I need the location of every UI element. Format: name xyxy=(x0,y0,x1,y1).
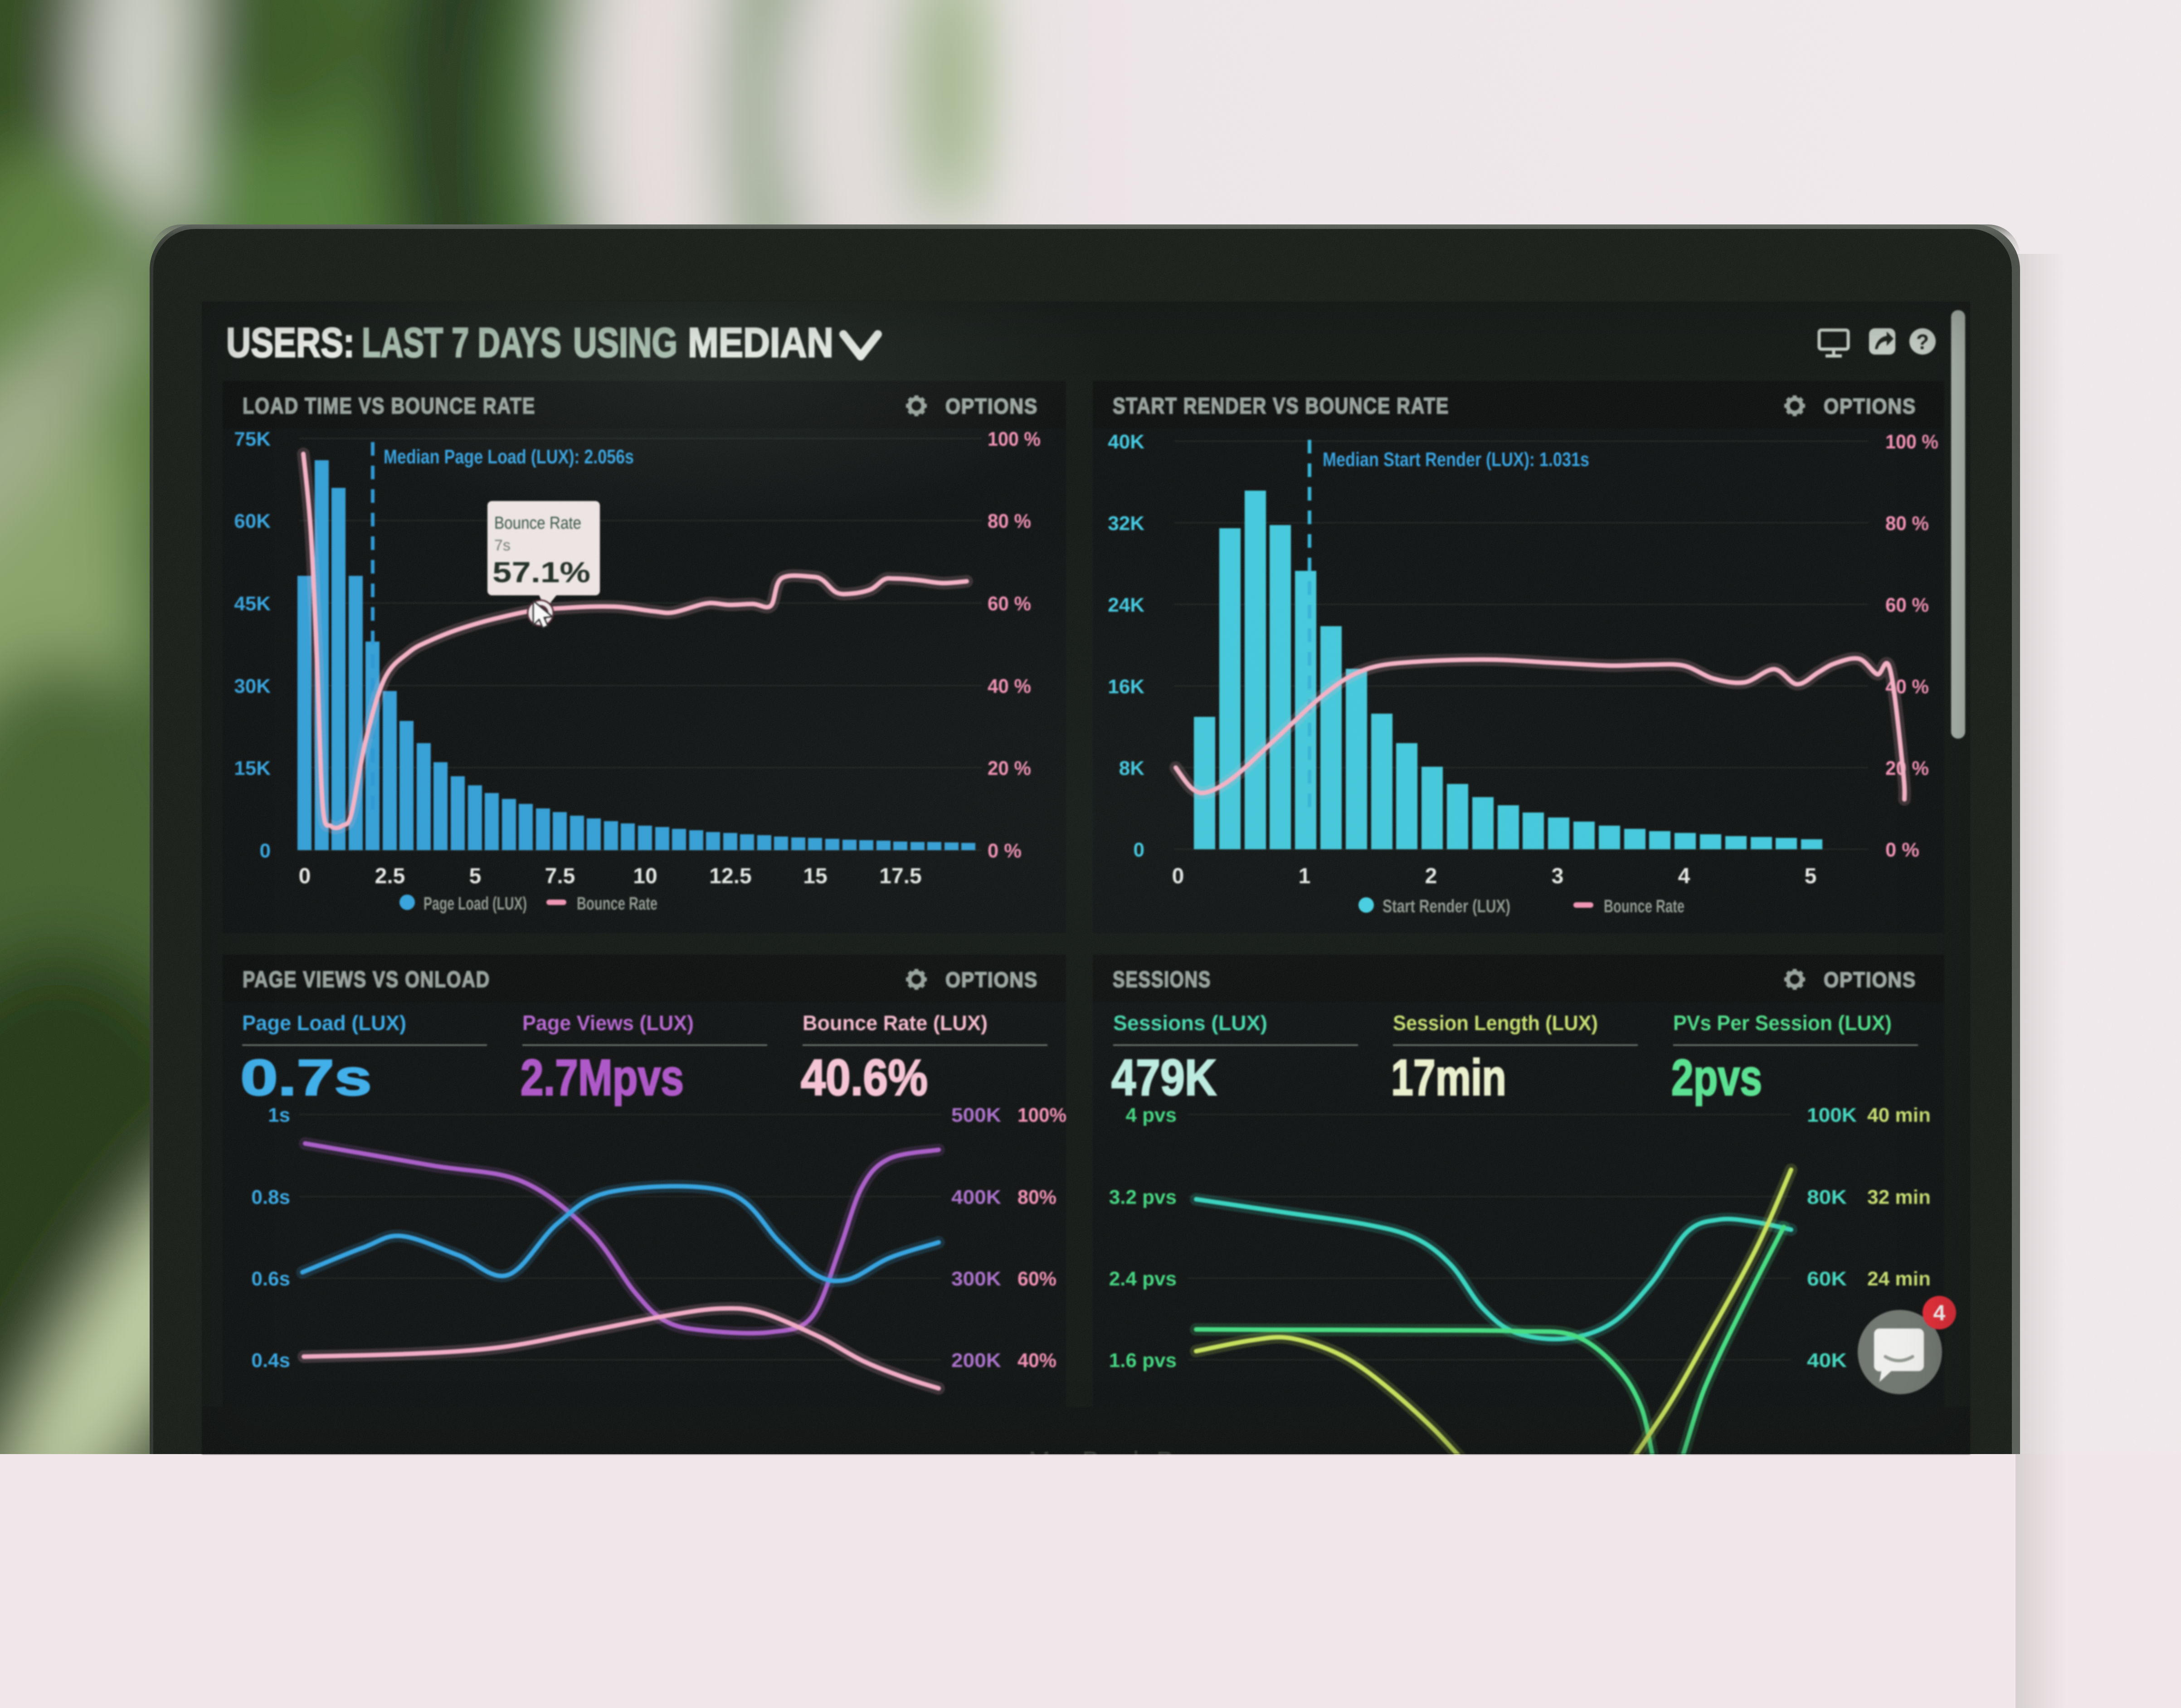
svg-text:45K: 45K xyxy=(234,593,271,615)
svg-text:1s: 1s xyxy=(268,1104,290,1126)
svg-text:80%: 80% xyxy=(1017,1186,1056,1208)
svg-text:1.6 pvs: 1.6 pvs xyxy=(1109,1349,1177,1372)
svg-text:40.6%: 40.6% xyxy=(801,1049,928,1106)
svg-text:0 %: 0 % xyxy=(1885,839,1919,861)
svg-text:0 %: 0 % xyxy=(988,840,1022,862)
svg-text:START RENDER VS BOUNCE RATE: START RENDER VS BOUNCE RATE xyxy=(1113,393,1449,418)
svg-text:15K: 15K xyxy=(234,757,271,779)
svg-text:SESSIONS: SESSIONS xyxy=(1113,967,1211,992)
svg-text:0.8s: 0.8s xyxy=(251,1186,290,1208)
svg-text:24K: 24K xyxy=(1108,594,1144,616)
svg-text:20 %: 20 % xyxy=(988,757,1031,779)
svg-text:Bounce Rate (LUX): Bounce Rate (LUX) xyxy=(803,1011,988,1035)
svg-text:80K: 80K xyxy=(1807,1186,1847,1208)
svg-text:60 %: 60 % xyxy=(1885,594,1929,616)
svg-text:100 %: 100 % xyxy=(1885,431,1938,453)
svg-text:USING: USING xyxy=(573,320,677,366)
svg-text:0: 0 xyxy=(260,840,271,862)
svg-text:60%: 60% xyxy=(1017,1268,1056,1290)
svg-text:PAGE VIEWS VS ONLOAD: PAGE VIEWS VS ONLOAD xyxy=(243,967,490,992)
svg-text:500K: 500K xyxy=(951,1104,1001,1126)
svg-text:OPTIONS: OPTIONS xyxy=(1824,968,1916,992)
svg-text:4 pvs: 4 pvs xyxy=(1125,1104,1177,1126)
svg-text:80 %: 80 % xyxy=(1885,512,1929,535)
svg-text:40K: 40K xyxy=(1807,1349,1847,1372)
svg-text:100K: 100K xyxy=(1807,1104,1857,1126)
svg-text:40K: 40K xyxy=(1108,431,1144,453)
svg-text:100 %: 100 % xyxy=(988,428,1041,450)
svg-text:LAST 7 DAYS: LAST 7 DAYS xyxy=(362,320,561,366)
svg-text:MEDIAN: MEDIAN xyxy=(688,320,833,366)
svg-text:Median Start Render (LUX): 1.0: Median Start Render (LUX): 1.031s xyxy=(1323,448,1589,471)
svg-text:32K: 32K xyxy=(1108,512,1144,535)
svg-text:12.5: 12.5 xyxy=(709,864,751,888)
svg-text:Page Views (LUX): Page Views (LUX) xyxy=(522,1011,694,1035)
svg-text:0.4s: 0.4s xyxy=(251,1349,290,1372)
svg-text:Start Render (LUX): Start Render (LUX) xyxy=(1383,896,1510,916)
svg-text:0: 0 xyxy=(1172,864,1184,888)
svg-text:60K: 60K xyxy=(1807,1268,1847,1290)
svg-text:2.5: 2.5 xyxy=(375,864,405,888)
svg-text:5: 5 xyxy=(1805,864,1817,888)
svg-text:2.7Mpvs: 2.7Mpvs xyxy=(521,1049,684,1106)
svg-text:7.5: 7.5 xyxy=(545,864,575,888)
svg-text:16K: 16K xyxy=(1108,676,1144,698)
svg-text:40%: 40% xyxy=(1017,1349,1056,1372)
svg-text:Bounce Rate: Bounce Rate xyxy=(577,894,657,914)
svg-text:2.4 pvs: 2.4 pvs xyxy=(1109,1268,1177,1290)
svg-text:MacBook Pro: MacBook Pro xyxy=(1028,1446,1201,1454)
svg-text:479K: 479K xyxy=(1111,1049,1217,1106)
svg-text:2pvs: 2pvs xyxy=(1671,1049,1762,1106)
svg-text:Page Load (LUX): Page Load (LUX) xyxy=(424,894,527,914)
svg-text:Sessions (LUX): Sessions (LUX) xyxy=(1113,1011,1267,1035)
svg-text:17min: 17min xyxy=(1391,1049,1506,1106)
svg-text:60 %: 60 % xyxy=(988,593,1031,615)
svg-text:0.7s: 0.7s xyxy=(240,1049,372,1106)
svg-text:57.1%: 57.1% xyxy=(492,556,590,589)
svg-text:0: 0 xyxy=(1134,839,1144,861)
svg-text:10: 10 xyxy=(633,864,657,888)
svg-text:17.5: 17.5 xyxy=(879,864,921,888)
svg-text:1: 1 xyxy=(1299,864,1311,888)
svg-text:Page Load (LUX): Page Load (LUX) xyxy=(242,1011,406,1035)
svg-text:4: 4 xyxy=(1678,864,1690,888)
svg-text:Bounce Rate: Bounce Rate xyxy=(494,514,581,533)
svg-text:30K: 30K xyxy=(234,675,271,697)
svg-text:8K: 8K xyxy=(1119,757,1144,779)
svg-text:0.6s: 0.6s xyxy=(251,1268,290,1290)
svg-text:15: 15 xyxy=(803,864,827,888)
svg-text:OPTIONS: OPTIONS xyxy=(945,394,1038,418)
svg-text:200K: 200K xyxy=(951,1349,1001,1372)
svg-text:Session Length (LUX): Session Length (LUX) xyxy=(1393,1011,1598,1035)
svg-text:7s: 7s xyxy=(494,537,511,554)
svg-text:OPTIONS: OPTIONS xyxy=(1824,394,1916,418)
svg-text:300K: 300K xyxy=(951,1268,1001,1290)
svg-text:LOAD TIME VS BOUNCE RATE: LOAD TIME VS BOUNCE RATE xyxy=(243,393,536,418)
svg-text:Median Page Load (LUX): 2.056s: Median Page Load (LUX): 2.056s xyxy=(384,446,634,468)
svg-text:OPTIONS: OPTIONS xyxy=(945,968,1038,992)
svg-text:5: 5 xyxy=(469,864,482,888)
svg-text:0: 0 xyxy=(299,864,311,888)
svg-text:40 %: 40 % xyxy=(988,675,1031,697)
svg-text:80 %: 80 % xyxy=(988,510,1031,532)
svg-text:USERS:: USERS: xyxy=(226,320,355,366)
svg-text:400K: 400K xyxy=(951,1186,1001,1208)
svg-text:40 min: 40 min xyxy=(1867,1104,1931,1126)
svg-text:2: 2 xyxy=(1425,864,1437,888)
svg-text:?: ? xyxy=(1916,330,1929,354)
svg-text:4: 4 xyxy=(1933,1301,1946,1325)
svg-text:PVs Per Session (LUX): PVs Per Session (LUX) xyxy=(1673,1011,1892,1035)
svg-text:3: 3 xyxy=(1552,864,1564,888)
svg-text:32 min: 32 min xyxy=(1867,1186,1931,1208)
svg-text:60K: 60K xyxy=(234,510,271,532)
svg-text:3.2 pvs: 3.2 pvs xyxy=(1109,1186,1177,1208)
svg-text:75K: 75K xyxy=(234,428,271,450)
svg-text:24 min: 24 min xyxy=(1867,1268,1931,1290)
svg-text:Bounce Rate: Bounce Rate xyxy=(1604,896,1684,916)
svg-text:100%: 100% xyxy=(1017,1104,1066,1126)
